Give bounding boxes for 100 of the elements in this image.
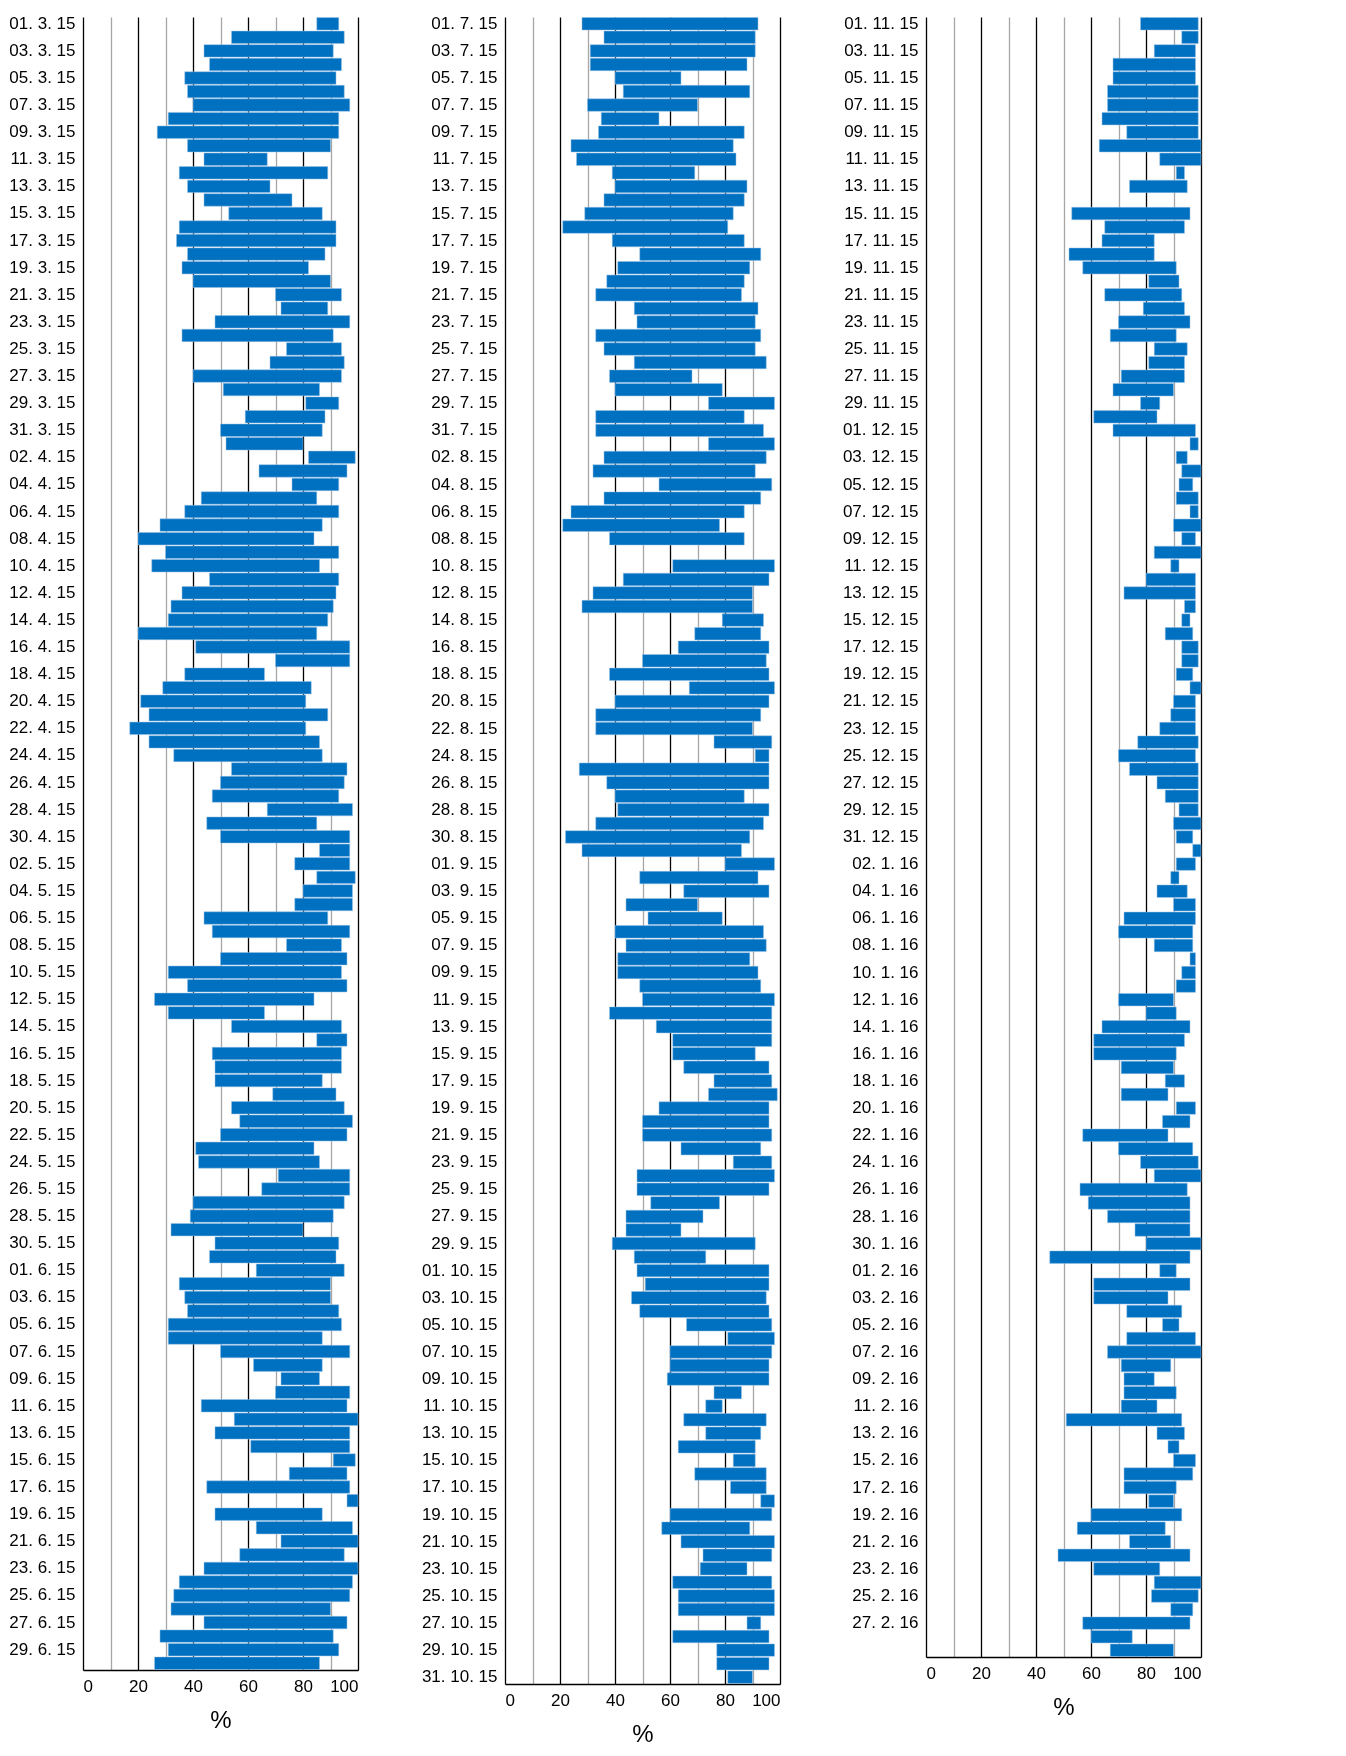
y-tick-label: 02. 1. 16 [852,854,919,874]
y-tick-label: 03. 9. 15 [431,881,498,901]
y-tick-label: 03. 11. 15 [844,40,919,60]
y-tick-label: 13. 3. 15 [9,176,76,196]
y-tick-label: 21. 10. 15 [421,1531,498,1551]
y-tick-label: 10. 1. 16 [852,962,919,982]
y-tick-label: 13. 12. 15 [842,583,919,603]
y-tick-label: 23. 11. 15 [844,311,919,331]
y-tick-label: 13. 2. 16 [852,1423,919,1443]
y-tick-label: 25. 2. 16 [852,1586,919,1606]
y-tick-label: 14. 4. 15 [9,609,76,629]
y-tick-label: 11. 2. 16 [853,1396,919,1416]
y-tick-label: 25. 3. 15 [9,338,76,358]
y-tick-label: 23. 10. 15 [421,1558,498,1578]
y-tick-label: 24. 4. 15 [9,745,76,765]
y-tick-label: 31. 10. 15 [421,1667,498,1687]
x-tick-label: 60 [239,1676,258,1696]
y-tick-label: 10. 5. 15 [9,962,76,982]
y-tick-label: 07. 7. 15 [431,95,498,115]
y-tick-label: 20. 5. 15 [9,1097,76,1117]
y-tick-label: 19. 2. 16 [852,1504,919,1524]
y-tick-label: 21. 2. 16 [852,1531,919,1551]
y-tick-label: 13. 10. 15 [421,1423,498,1443]
y-tick-label: 23. 3. 15 [9,311,76,331]
y-tick-label: 16. 4. 15 [9,637,76,657]
y-tick-label: 26. 1. 16 [852,1179,919,1199]
y-tick-label: 14. 5. 15 [9,1016,76,1036]
y-tick-label: 19. 9. 15 [431,1098,498,1117]
y-tick-label: 03. 6. 15 [9,1287,76,1307]
y-tick-label: 01. 2. 16 [852,1260,919,1280]
y-tick-label: 07. 6. 15 [9,1341,76,1361]
y-tick-label: 10. 8. 15 [431,555,498,575]
y-tick-label: 10. 4. 15 [9,555,76,575]
y-tick-label: 26. 5. 15 [9,1179,76,1198]
y-tick-label: 01. 11. 15 [844,13,919,33]
y-tick-label: 19. 10. 15 [421,1504,498,1524]
x-tick-label: 60 [661,1690,680,1710]
y-tick-label: 25. 12. 15 [842,745,919,765]
y-tick-label: 17. 2. 16 [852,1477,919,1497]
y-tick-label: 03. 10. 15 [421,1287,498,1307]
y-tick-label: 21. 3. 15 [9,284,76,304]
y-tick-label: 29. 6. 15 [9,1639,76,1659]
y-tick-label: 16. 8. 15 [431,637,498,657]
y-tick-label: 06. 8. 15 [431,501,498,521]
y-tick-label: 23. 12. 15 [842,718,919,738]
y-tick-label: 27. 12. 15 [842,772,919,792]
y-tick-label: 22. 5. 15 [9,1124,76,1144]
y-tick-label: 07. 12. 15 [842,501,919,521]
x-axis-title: % [210,1705,232,1733]
y-tick-label: 30. 1. 16 [852,1233,919,1253]
y-tick-label: 23. 9. 15 [431,1152,498,1172]
y-tick-label: 29. 9. 15 [431,1233,498,1253]
y-tick-label: 09. 11. 15 [844,122,919,142]
y-tick-label: 15. 9. 15 [431,1043,498,1063]
y-tick-label: 21. 9. 15 [431,1125,498,1145]
y-tick-label: 12. 8. 15 [431,583,498,602]
y-tick-label: 29. 11. 15 [844,393,919,413]
y-tick-label: 12. 1. 16 [852,989,919,1009]
y-tick-label: 24. 8. 15 [431,745,498,765]
y-tick-label: 17. 11. 15 [844,230,919,250]
y-tick-label: 17. 6. 15 [9,1477,76,1497]
x-tick-label: 100 [752,1690,781,1710]
y-tick-label: 07. 11. 15 [844,95,919,115]
y-tick-label: 12. 4. 15 [9,582,76,602]
y-tick-label: 17. 12. 15 [842,637,919,657]
y-tick-label: 31. 3. 15 [9,420,76,440]
y-tick-label: 01. 6. 15 [9,1260,76,1280]
y-tick-label: 06. 1. 16 [852,908,919,928]
x-axis-title: % [1053,1692,1075,1720]
y-tick-label: 11. 7. 15 [432,149,498,169]
y-tick-label: 31. 12. 15 [842,827,919,846]
y-tick-label: 08. 4. 15 [9,528,76,548]
y-tick-label: 09. 3. 15 [9,122,76,142]
y-tick-label: 15. 2. 16 [852,1450,919,1470]
y-tick-label: 14. 1. 16 [852,1016,919,1036]
y-tick-label: 22. 1. 16 [852,1125,919,1145]
y-tick-label: 22. 8. 15 [431,718,498,738]
y-tick-label: 19. 3. 15 [9,257,76,277]
x-tick-label: 20 [551,1690,570,1710]
y-tick-label: 09. 9. 15 [431,962,498,982]
y-tick-label: 13. 7. 15 [431,176,498,196]
y-tick-label: 23. 2. 16 [852,1558,919,1578]
x-axis-title: % [632,1719,654,1747]
y-tick-label: 30. 4. 15 [9,826,76,846]
y-tick-label: 01. 10. 15 [421,1260,498,1280]
y-tick-label: 18. 5. 15 [9,1070,76,1090]
x-tick-label: 100 [1173,1663,1202,1683]
y-tick-label: 08. 8. 15 [431,528,498,548]
x-tick-label: 40 [606,1690,625,1710]
y-tick-label: 29. 3. 15 [9,393,76,413]
y-tick-label: 05. 2. 16 [852,1314,919,1334]
y-tick-label: 17. 10. 15 [421,1477,498,1497]
x-tick-label: 0 [926,1663,936,1683]
y-tick-label: 18. 1. 16 [852,1070,919,1090]
y-tick-label: 24. 1. 16 [852,1152,919,1172]
y-tick-label: 13. 6. 15 [9,1422,76,1442]
y-tick-label: 18. 8. 15 [431,664,498,684]
y-tick-label: 13. 9. 15 [431,1016,498,1036]
y-tick-label: 25. 11. 15 [844,339,919,359]
y-tick-label: 21. 7. 15 [431,284,498,304]
